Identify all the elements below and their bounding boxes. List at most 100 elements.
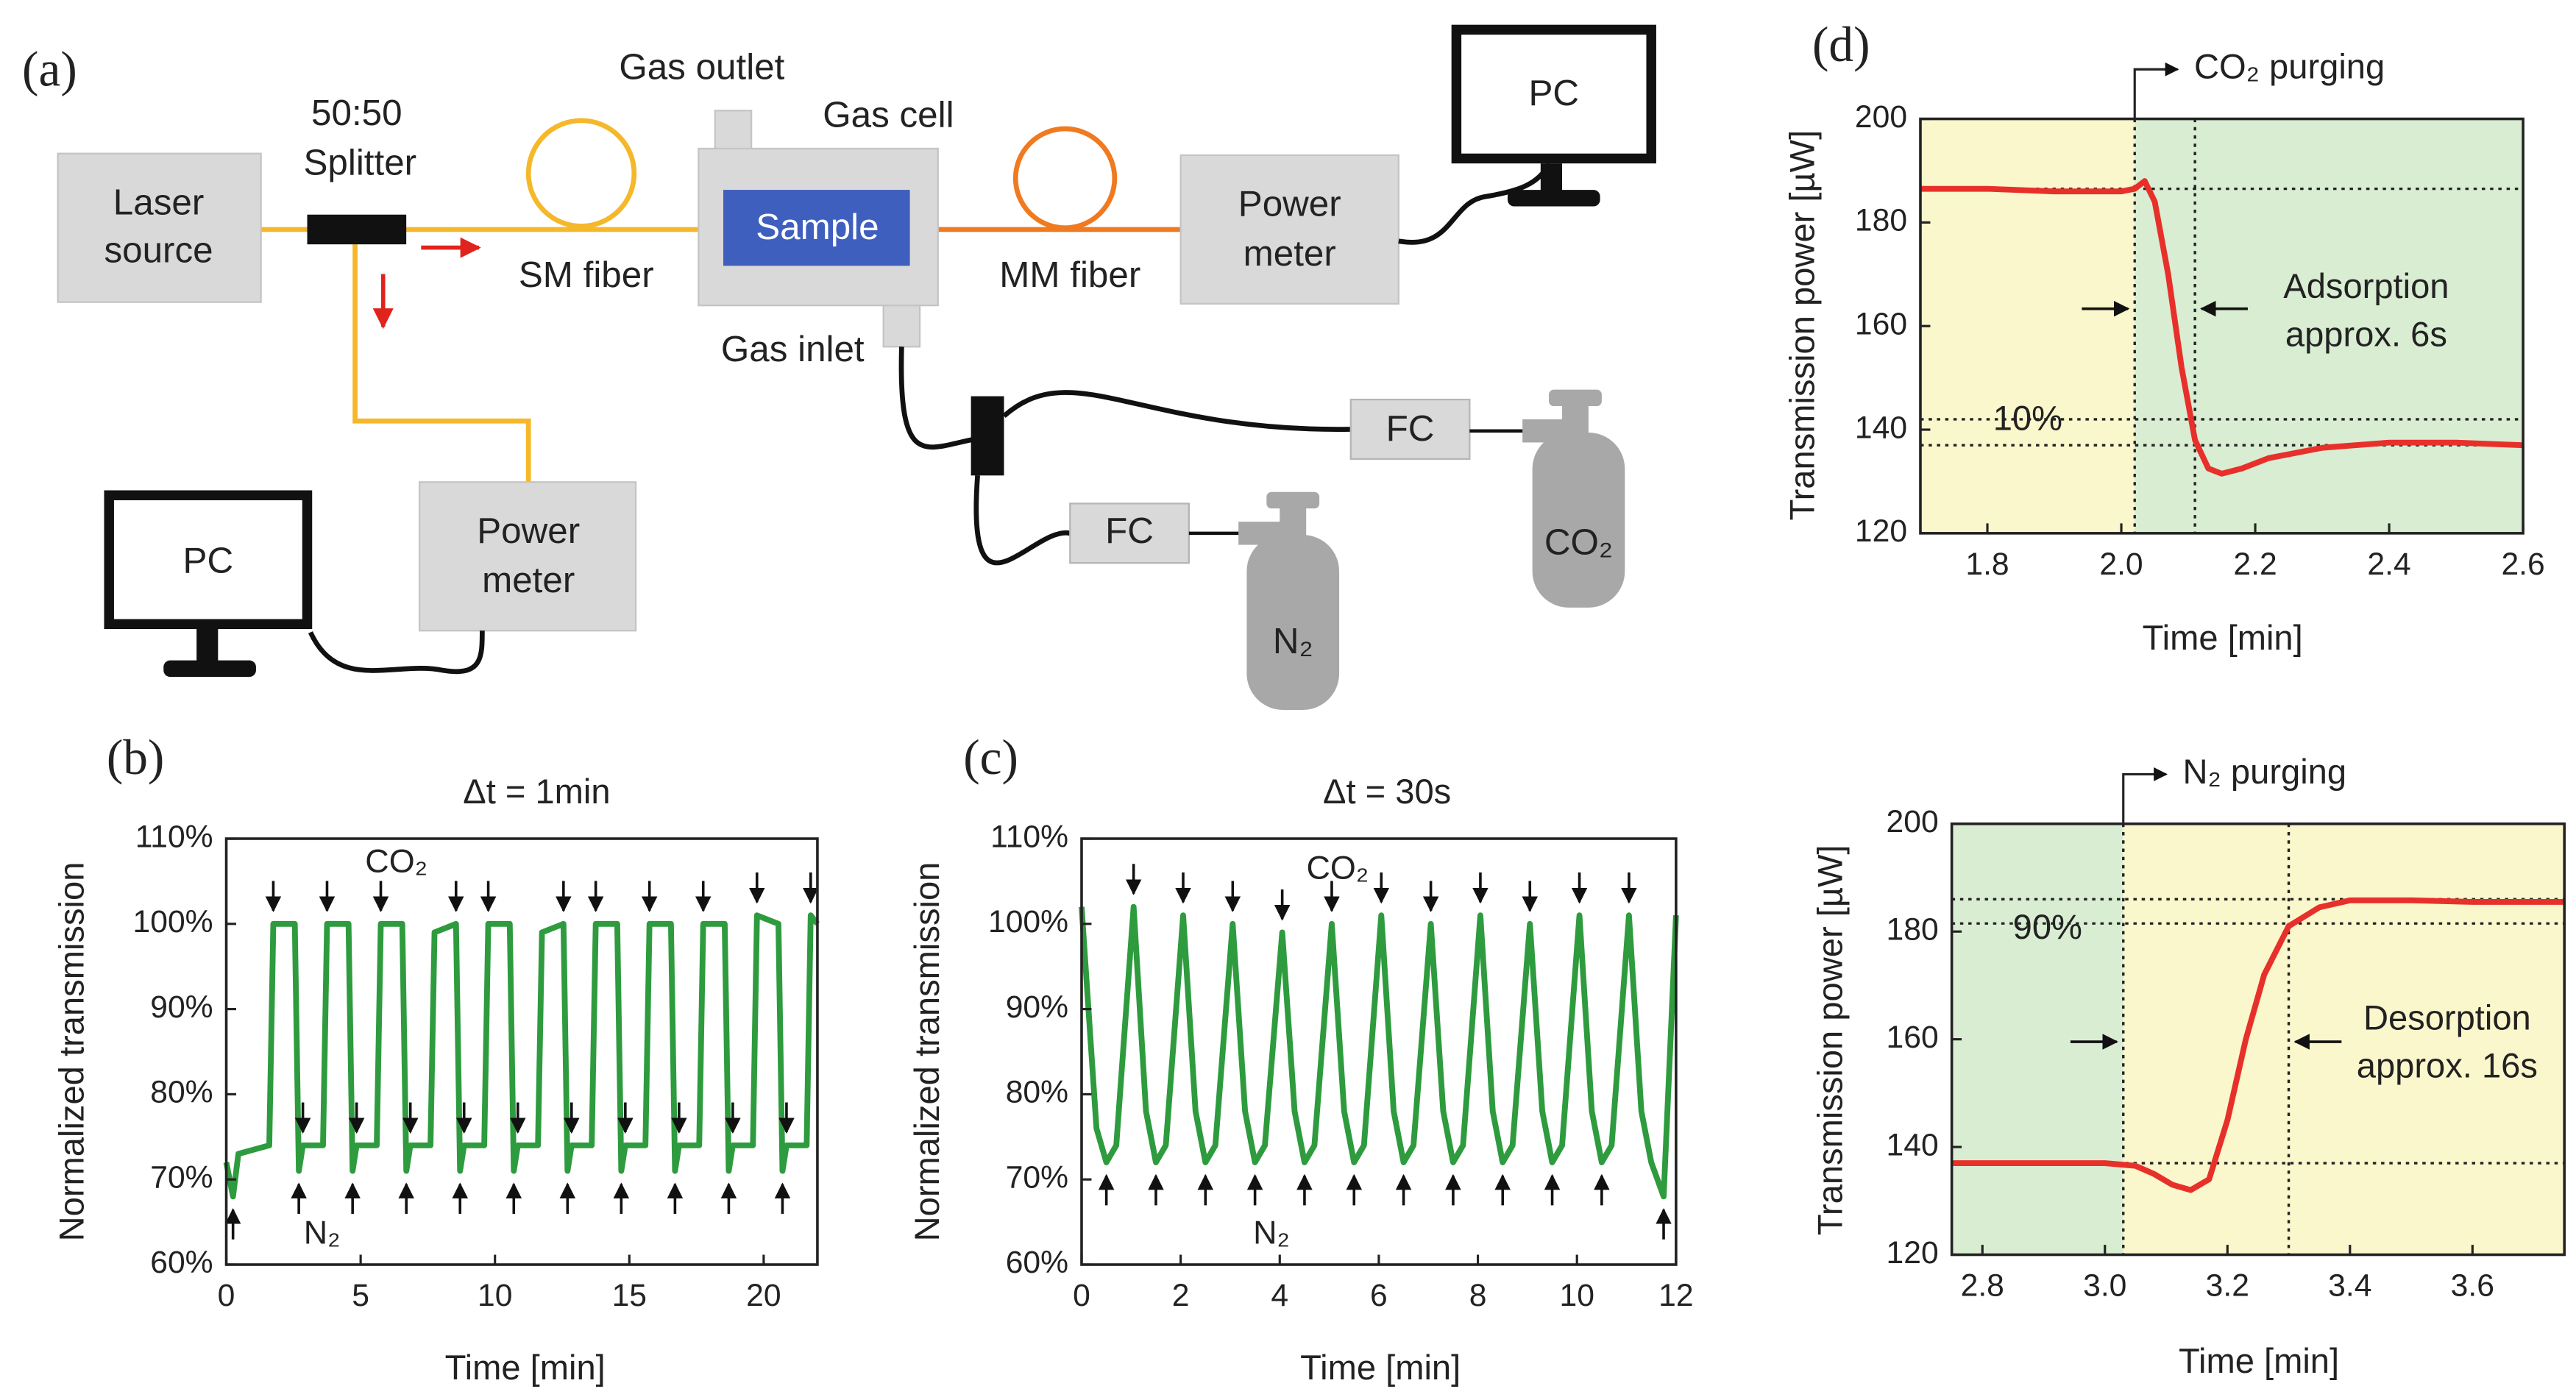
x-tick-label: 12 (1658, 1278, 1693, 1313)
y-tick-label: 160 (1855, 306, 1907, 341)
power-meter-label: Power (477, 511, 580, 551)
x-tick-label: 2.8 (1961, 1268, 2004, 1304)
sm-fiber-label: SM fiber (519, 255, 654, 295)
y-tick-label: 100% (988, 904, 1068, 939)
x-tick-label: 10 (478, 1278, 512, 1313)
x-tick-label: 2.4 (2367, 547, 2410, 582)
cylinder (1246, 535, 1340, 710)
data-line (1951, 897, 2565, 1193)
annotation: 90% (2013, 907, 2082, 946)
annotation: approx. 6s (2285, 314, 2447, 353)
sample (723, 190, 910, 266)
x-axis-label: Time [min] (2179, 1341, 2339, 1380)
cylinder-cap (1549, 389, 1602, 407)
x-tick-label: 3.4 (2328, 1268, 2371, 1304)
cylinder-neck (1562, 402, 1589, 436)
pc-base (163, 660, 256, 678)
cylinder-neck (1280, 505, 1307, 539)
chart-panel: 0 5 10 15 20 60% 70% 80% 90% 100% 110% (b) Δt = 1min… (52, 730, 820, 1387)
cylinder (1532, 432, 1625, 608)
annotation: CO₂ (365, 842, 427, 880)
x-tick-label: 8 (1469, 1278, 1487, 1313)
data-line (223, 912, 820, 1200)
chart-panel: 0 2 4 6 8 10 12 60% 70% 80% 90% 100% 110% (c) Δt = 30s… (907, 730, 1694, 1387)
x-tick-label: 0 (218, 1278, 235, 1313)
co2-label: CO₂ (1544, 522, 1613, 563)
laser-box (57, 152, 262, 303)
gas-tube (1002, 390, 1351, 432)
gas-mixer (971, 396, 1004, 476)
x-tick-label: 2 (1172, 1278, 1190, 1313)
power-meter-label: meter (482, 560, 575, 600)
x-tick-label: 3.0 (2083, 1268, 2126, 1304)
x-tick-label: 20 (746, 1278, 781, 1313)
y-axis-label: Normalized transmission (907, 862, 946, 1242)
plot-frame (224, 837, 819, 1266)
pc-stand (196, 629, 219, 662)
y-tick-label: 60% (150, 1245, 213, 1280)
chart-panel: 1.8 2.0 2.2 2.4 2.6 120 140 160 180 200 (d) Time [m… (1782, 17, 2544, 657)
cable (308, 630, 485, 675)
power-meter-box (418, 481, 637, 632)
setup-diagram: (a) Laser source 50:50 Splitter SM fiber… (22, 24, 1656, 710)
panel-label: (c) (963, 730, 1018, 785)
y-tick-label: 70% (150, 1159, 213, 1195)
mm-fiber-label: MM fiber (999, 255, 1140, 295)
y-tick-label: 110% (135, 819, 213, 854)
y-tick-label: 120 (1855, 514, 1907, 549)
sample-label: Sample (756, 207, 879, 247)
n2-label: N₂ (1273, 621, 1313, 661)
region (1951, 823, 2123, 1255)
gas-inlet-label: Gas inlet (721, 329, 865, 369)
fiber-branch (352, 244, 531, 483)
data-line (1079, 903, 1679, 1200)
y-tick-label: 180 (1887, 912, 1939, 948)
x-tick-label: 4 (1271, 1278, 1288, 1313)
x-tick-label: 2.2 (2233, 547, 2277, 582)
y-axis-label: Transmission power [µW] (1782, 130, 1821, 521)
power-meter-label: Power (1238, 184, 1341, 224)
y-tick-label: 100% (133, 904, 213, 939)
data-line (1920, 178, 2524, 477)
pc-label: PC (183, 540, 234, 580)
splitter-label: Splitter (304, 142, 417, 182)
annotation: Adsorption (2283, 266, 2449, 305)
x-tick-label: 3.2 (2206, 1268, 2249, 1304)
region (1920, 118, 2135, 533)
x-tick-label: 1.8 (1965, 547, 2009, 582)
fc-label: FC (1105, 511, 1154, 551)
gas-tube (973, 475, 1071, 566)
y-tick-label: 90% (1006, 989, 1068, 1025)
laser-label: Laser (113, 182, 204, 222)
annotation: approx. 16s (2357, 1045, 2538, 1084)
panel-label: (d) (1812, 17, 1870, 72)
y-tick-label: 200 (1855, 99, 1907, 135)
laser-label: source (104, 230, 213, 270)
y-tick-label: 180 (1855, 203, 1907, 238)
cylinder-cap (1266, 491, 1320, 509)
annotation: Desorption (2363, 998, 2531, 1037)
flow-controller (1069, 502, 1190, 564)
y-tick-label: 80% (1006, 1075, 1068, 1110)
splitter (307, 214, 407, 245)
x-tick-label: 2.0 (2099, 547, 2143, 582)
annotation: 10% (1993, 399, 2062, 438)
x-tick-label: 0 (1073, 1278, 1090, 1313)
x-axis-label: Time [min] (1300, 1348, 1461, 1387)
purge-marker (2122, 767, 2168, 824)
x-axis-label: Time [min] (445, 1348, 606, 1387)
power-meter-label: meter (1243, 233, 1336, 274)
region (2123, 823, 2565, 1255)
x-tick-label: 3.6 (2451, 1268, 2494, 1304)
x-axis-label: Time [min] (2143, 618, 2303, 657)
fc-label: FC (1386, 408, 1435, 449)
gas-inlet (882, 302, 921, 348)
fiber-coil (1012, 126, 1118, 231)
x-tick-label: 6 (1370, 1278, 1388, 1313)
y-axis-label: Normalized transmission (52, 862, 91, 1242)
y-tick-label: 160 (1887, 1020, 1939, 1055)
gas-cell-label: Gas cell (823, 94, 954, 135)
splitter-label: 50:50 (311, 93, 402, 133)
cable (1398, 162, 1552, 245)
